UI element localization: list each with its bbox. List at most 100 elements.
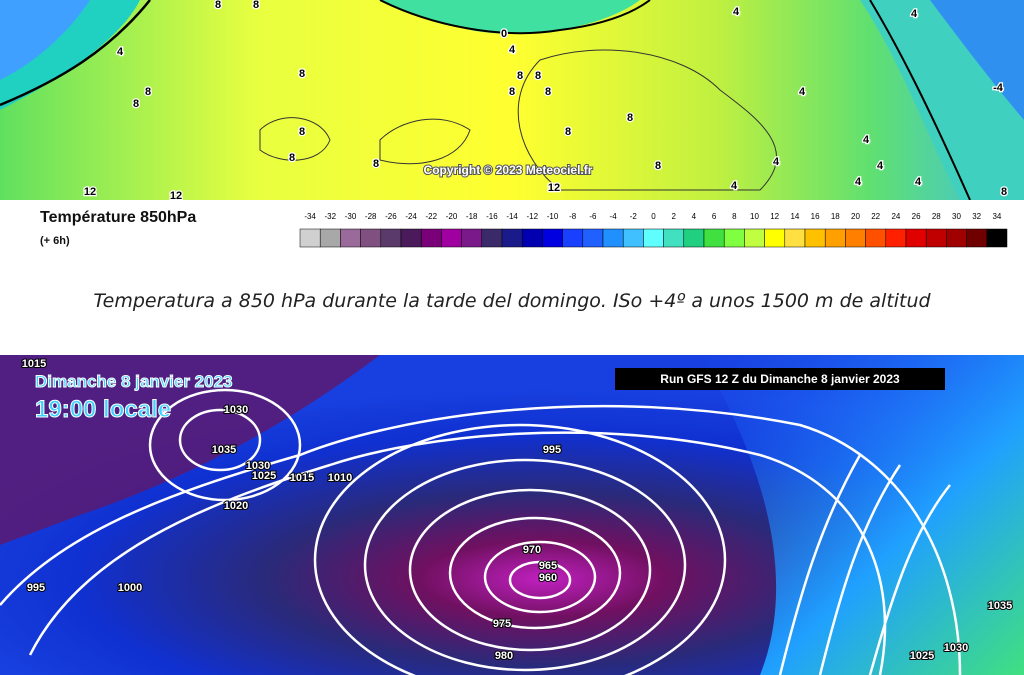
legend-tick-label: 30 bbox=[952, 212, 961, 221]
color-swatch bbox=[764, 228, 786, 248]
high-pressure-area bbox=[700, 355, 1024, 675]
legend-tick-label: -10 bbox=[547, 212, 559, 221]
isobar bbox=[363, 458, 687, 672]
isobar-label: 1030 bbox=[224, 404, 248, 416]
legend-tick-label: -22 bbox=[426, 212, 438, 221]
color-swatch bbox=[643, 228, 664, 248]
contour-label: 8 bbox=[299, 68, 305, 80]
legend-tick-label: 0 bbox=[651, 212, 656, 221]
contour-label: 8 bbox=[215, 0, 221, 11]
isobar-label: 995 bbox=[27, 582, 45, 594]
coastline bbox=[379, 118, 471, 165]
color-swatch bbox=[703, 228, 725, 248]
color-swatch bbox=[340, 228, 361, 248]
color-swatch bbox=[723, 228, 745, 248]
color-swatch bbox=[986, 228, 1008, 248]
color-swatch bbox=[905, 228, 927, 248]
legend-tick-label: 10 bbox=[750, 212, 759, 221]
legend-tick-label: 14 bbox=[790, 212, 799, 221]
color-swatch bbox=[319, 228, 341, 248]
isobar-label: 1025 bbox=[910, 650, 934, 662]
contour-label: 4 bbox=[799, 86, 806, 98]
color-swatch bbox=[683, 228, 705, 248]
legend-tick-label: -24 bbox=[405, 212, 417, 221]
contour-label: 4 bbox=[117, 46, 124, 58]
color-swatch bbox=[824, 228, 846, 248]
contour-label: 8 bbox=[565, 126, 571, 138]
color-swatch bbox=[845, 228, 866, 248]
contour-label: 0 bbox=[501, 28, 507, 40]
isobar bbox=[868, 484, 951, 675]
legend-tick-label: 16 bbox=[811, 212, 820, 221]
color-swatch bbox=[663, 228, 685, 248]
contour-label: 8 bbox=[517, 70, 523, 82]
caption: Temperatura a 850 hPa durante la tarde d… bbox=[93, 290, 931, 312]
contour-label: 8 bbox=[627, 112, 633, 124]
legend-tick-label: -8 bbox=[569, 212, 577, 221]
legend-tick-label: -18 bbox=[466, 212, 478, 221]
contour-label: 8 bbox=[133, 98, 139, 110]
contour-label: 4 bbox=[733, 6, 740, 18]
contour-label: 8 bbox=[253, 0, 259, 11]
cold-area bbox=[0, 0, 90, 80]
contour-label: 8 bbox=[289, 152, 295, 164]
color-swatch bbox=[885, 228, 907, 248]
isobar-label: 1015 bbox=[22, 358, 46, 370]
legend-tick-label: 24 bbox=[891, 212, 900, 221]
legend-tick-label: 12 bbox=[770, 212, 779, 221]
isobar-label: 1035 bbox=[988, 600, 1012, 612]
isobar-label: 1030 bbox=[944, 642, 968, 654]
contour-label: 12 bbox=[548, 182, 560, 194]
isobar bbox=[408, 488, 652, 652]
color-swatch bbox=[784, 228, 806, 248]
legend-tick-label: -28 bbox=[365, 212, 377, 221]
legend-tick-label: 32 bbox=[972, 212, 981, 221]
contour-label: 4 bbox=[911, 8, 918, 20]
isobar bbox=[818, 464, 902, 675]
map-subtitle: (+ 6h) bbox=[40, 235, 70, 247]
map-title: Température 850hPa bbox=[40, 209, 196, 226]
contour-label: 8 bbox=[1001, 186, 1007, 198]
cool-area bbox=[380, 0, 640, 34]
legend-tick-label: 28 bbox=[932, 212, 941, 221]
legend-tick-label: 18 bbox=[831, 212, 840, 221]
high-pressure-area bbox=[0, 355, 380, 545]
contour-label: 12 bbox=[170, 190, 182, 202]
color-swatch bbox=[441, 228, 462, 248]
color-swatch bbox=[865, 228, 887, 248]
contour-label: 4 bbox=[877, 160, 884, 172]
color-swatch bbox=[946, 228, 967, 248]
isobar bbox=[448, 516, 622, 630]
isobar bbox=[313, 423, 727, 675]
contour-label: 8 bbox=[535, 70, 541, 82]
color-swatch bbox=[562, 228, 584, 248]
color-swatch bbox=[804, 228, 826, 248]
contour-label: -4 bbox=[993, 82, 1004, 94]
contour-label: 4 bbox=[509, 44, 516, 56]
isobar-label: 1035 bbox=[212, 444, 236, 456]
run-banner bbox=[615, 368, 945, 390]
color-swatch bbox=[925, 228, 947, 248]
legend-tick-label: -12 bbox=[527, 212, 539, 221]
isobar-label: 960 bbox=[539, 572, 557, 584]
color-swatch bbox=[380, 228, 402, 248]
isobar-label: 1020 bbox=[224, 500, 248, 512]
legend-tick-label: 4 bbox=[692, 212, 697, 221]
contour-label: 8 bbox=[545, 86, 551, 98]
isobar-label: 1030 bbox=[246, 460, 270, 472]
contour-label: 8 bbox=[655, 160, 661, 172]
legend-tick-label: -2 bbox=[630, 212, 638, 221]
legend-tick-label: 8 bbox=[732, 212, 737, 221]
legend-tick-label: 2 bbox=[671, 212, 676, 221]
legend-tick-label: -30 bbox=[345, 212, 357, 221]
isotherm bbox=[379, 0, 651, 35]
isobar-label: 1010 bbox=[328, 472, 352, 484]
color-swatch bbox=[582, 228, 604, 248]
legend-tick-label: 20 bbox=[851, 212, 860, 221]
isotherm bbox=[0, 0, 151, 107]
isobar-label: 1015 bbox=[290, 472, 314, 484]
contour-label: 4 bbox=[731, 180, 738, 192]
isobar-label: 970 bbox=[523, 544, 541, 556]
contour-label: 4 bbox=[855, 176, 862, 188]
legend-tick-label: -6 bbox=[589, 212, 597, 221]
